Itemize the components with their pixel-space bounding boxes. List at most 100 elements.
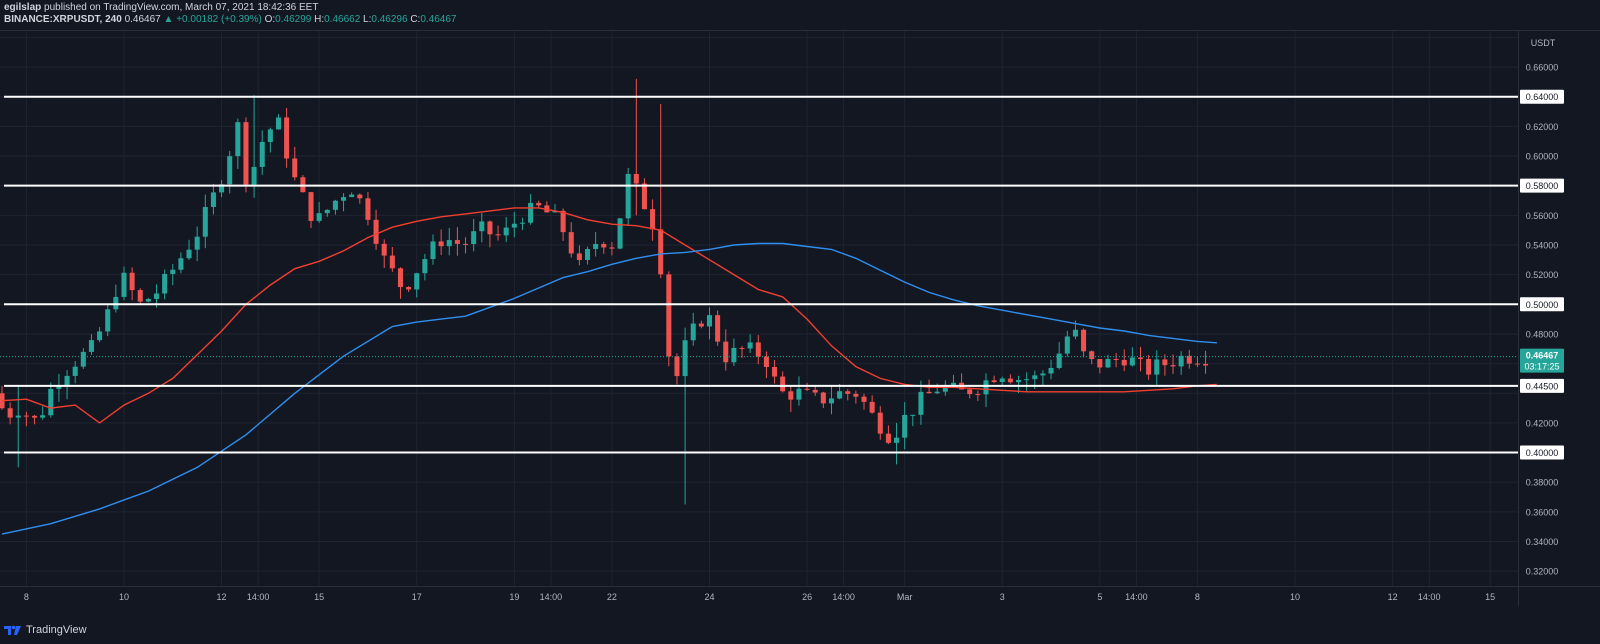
candle-down xyxy=(406,287,412,290)
candle-up xyxy=(121,272,127,297)
x-tick-label: 14:00 xyxy=(832,592,855,602)
candle-down xyxy=(284,117,290,159)
candle-down xyxy=(820,392,826,404)
currency-label: USDT xyxy=(1531,38,1556,48)
candle-up xyxy=(910,414,916,416)
y-tick-label: 0.32000 xyxy=(1526,567,1559,577)
published-text: published on TradingView.com, March 07, … xyxy=(44,2,319,13)
candle-up xyxy=(731,347,737,363)
brand-label: TradingView xyxy=(26,624,87,636)
x-tick-label: 19 xyxy=(509,592,519,602)
x-tick-label: 10 xyxy=(119,592,129,602)
candle-down xyxy=(845,391,851,394)
candle-up xyxy=(1178,355,1184,367)
candle-down xyxy=(853,393,859,397)
candle-up xyxy=(511,223,517,228)
level-label-bg xyxy=(1520,445,1564,460)
candle-up xyxy=(1024,379,1030,381)
price-chart[interactable]: 0.64000 0.58000 0.50000 0.44500 0.40000 0.320… xyxy=(0,0,1600,622)
footer-brand: TradingView xyxy=(4,624,87,636)
x-tick-label: Mar xyxy=(897,592,913,602)
candle-up xyxy=(1105,358,1111,368)
level-label-bg xyxy=(1520,297,1564,312)
candle-up xyxy=(519,222,525,224)
candle-up xyxy=(902,414,908,438)
symbol-label[interactable]: BINANCE:XRPUSDT, 240 xyxy=(4,14,122,25)
candle-down xyxy=(633,173,639,184)
candle-up xyxy=(88,340,94,352)
candle-up xyxy=(837,391,843,399)
level-label-bg xyxy=(1520,178,1564,193)
candle-up xyxy=(235,122,241,157)
candle-down xyxy=(292,158,298,178)
candle-up xyxy=(999,378,1005,383)
candle-down xyxy=(1137,357,1144,360)
candle-up xyxy=(251,166,257,185)
tradingview-logo-icon xyxy=(4,625,21,635)
candle-down xyxy=(454,240,460,244)
candle-up xyxy=(15,415,21,418)
candle-up xyxy=(1154,359,1160,375)
candle-up xyxy=(80,351,86,367)
candle-down xyxy=(1081,329,1087,352)
x-tick-label: 15 xyxy=(314,592,324,602)
candle-up xyxy=(942,385,948,392)
candle-up xyxy=(153,293,160,299)
candle-down xyxy=(991,380,997,383)
level-label: 0.40000 xyxy=(1526,448,1559,458)
candle-up xyxy=(503,227,509,236)
candle-up xyxy=(983,380,989,395)
candle-up xyxy=(918,391,924,415)
candle-down xyxy=(1162,359,1168,366)
x-tick-label: 14:00 xyxy=(247,592,270,602)
candle-down xyxy=(650,209,656,230)
candle-down xyxy=(609,247,615,249)
candle-down xyxy=(1203,363,1209,366)
candle-up xyxy=(1064,336,1070,354)
candle-up xyxy=(275,117,282,130)
candle-down xyxy=(357,194,363,199)
candle-down xyxy=(495,234,501,236)
candle-down xyxy=(536,202,542,206)
candle-up xyxy=(625,173,631,219)
candle-down xyxy=(365,198,371,220)
candle-up xyxy=(446,240,452,247)
candle-up xyxy=(145,298,151,302)
x-tick-label: 15 xyxy=(1485,592,1495,602)
moving-average-slow xyxy=(1,242,1217,535)
x-tick-label: 10 xyxy=(1290,592,1300,602)
y-tick-label: 0.66000 xyxy=(1526,63,1559,73)
candle-up xyxy=(950,382,956,386)
candle-up xyxy=(186,249,192,259)
candle-down xyxy=(780,376,786,392)
candle-down xyxy=(23,415,29,417)
level-label: 0.44500 xyxy=(1526,381,1559,391)
candle-down xyxy=(1089,351,1095,360)
candle-down xyxy=(723,341,729,363)
publisher-name[interactable]: egilslap xyxy=(4,2,42,13)
candle-up xyxy=(210,192,216,208)
ohlc-line: BINANCE:XRPUSDT, 240 0.46467 ▲ +0.00182 … xyxy=(4,14,456,26)
chart-header: egilslap published on TradingView.com, M… xyxy=(4,2,456,26)
x-tick-label: 14:00 xyxy=(1418,592,1441,602)
candle-down xyxy=(308,192,314,221)
x-tick-label: 12 xyxy=(1388,592,1398,602)
candle-down xyxy=(967,389,973,395)
candle-up xyxy=(430,241,436,260)
candle-down xyxy=(1113,358,1119,360)
open-value: 0.46299 xyxy=(275,14,312,25)
candle-up xyxy=(1040,373,1046,376)
candle-down xyxy=(1121,359,1127,366)
candle-down xyxy=(397,268,403,288)
candle-up xyxy=(178,258,184,270)
publish-line: egilslap published on TradingView.com, M… xyxy=(4,2,456,14)
candle-down xyxy=(788,391,794,400)
last-price-label: 0.46467 xyxy=(1526,351,1559,361)
candle-down xyxy=(1097,359,1103,368)
candle-down xyxy=(7,408,13,418)
candle-up xyxy=(479,221,485,232)
candle-up xyxy=(48,388,54,416)
x-tick-label: 26 xyxy=(802,592,812,602)
candle-down xyxy=(487,221,493,235)
candle-up xyxy=(341,197,347,201)
